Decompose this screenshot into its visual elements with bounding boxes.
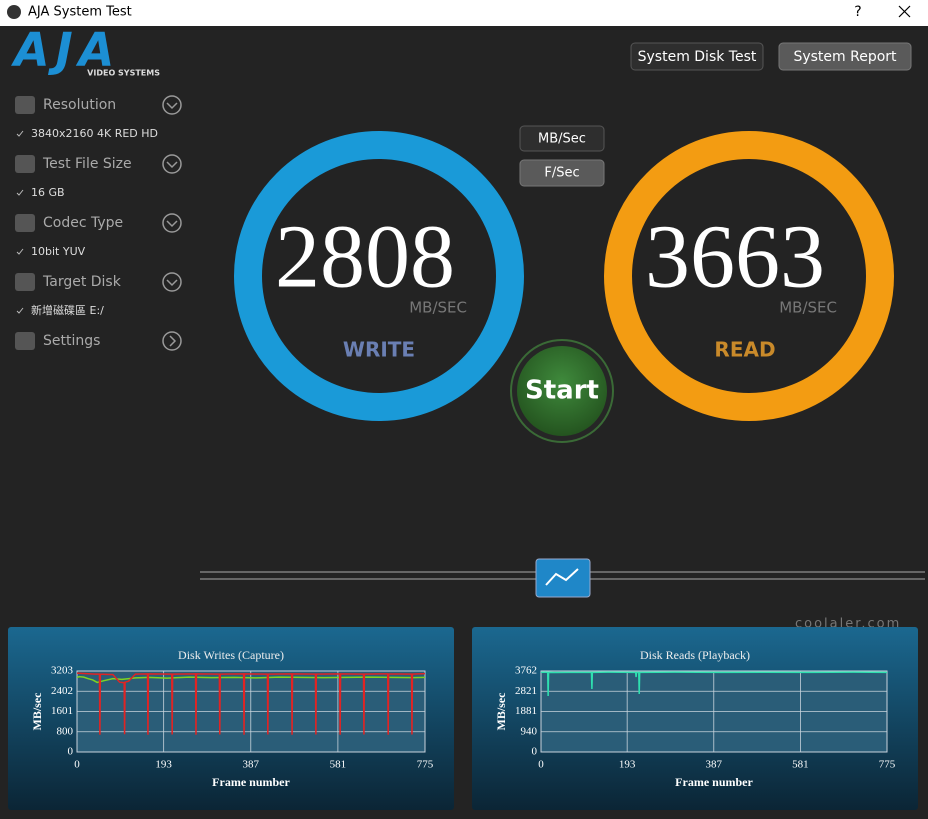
sidebar-toggle[interactable] bbox=[162, 331, 182, 351]
sidebar-value: 16 GB bbox=[31, 186, 65, 199]
sidebar-toggle-icon[interactable] bbox=[166, 220, 178, 228]
y-tick-label: 1601 bbox=[51, 705, 73, 717]
y-tick-label: 3203 bbox=[51, 665, 74, 677]
x-tick-label: 581 bbox=[330, 759, 347, 771]
y-axis-label: MB/sec bbox=[30, 692, 44, 731]
logo-tagline: VIDEO SYSTEMS bbox=[87, 69, 160, 78]
sidebar-label: Test File Size bbox=[42, 156, 132, 172]
x-tick-label: 581 bbox=[792, 759, 809, 771]
logo: AJA bbox=[11, 23, 120, 77]
y-tick-label: 1881 bbox=[515, 705, 537, 717]
y-tick-label: 800 bbox=[57, 725, 74, 737]
disk-test-button[interactable] bbox=[630, 42, 764, 71]
x-tick-label: 775 bbox=[417, 759, 434, 771]
read-ring bbox=[604, 131, 894, 421]
sidebar-icon bbox=[15, 214, 35, 232]
y-tick-label: 2402 bbox=[51, 685, 73, 697]
start-label[interactable]: Start bbox=[525, 376, 599, 406]
data-line bbox=[76, 672, 426, 735]
y-tick-label: 2821 bbox=[515, 685, 537, 697]
x-axis-label: Frame number bbox=[675, 775, 753, 789]
sidebar-label: Codec Type bbox=[43, 215, 123, 231]
check-mark bbox=[16, 130, 24, 137]
unit-label[interactable]: MB/Sec bbox=[538, 132, 586, 147]
sidebar-icon bbox=[15, 332, 35, 350]
unit-label[interactable]: F/Sec bbox=[544, 166, 579, 181]
app-icon bbox=[7, 5, 21, 19]
read-unit: MB/SEC bbox=[779, 299, 837, 317]
sidebar-label: Settings bbox=[43, 333, 100, 349]
sidebar-toggle-icon[interactable] bbox=[166, 161, 178, 169]
read-value: 3663 bbox=[645, 208, 825, 307]
report-button[interactable] bbox=[778, 42, 912, 71]
sidebar-icon bbox=[15, 273, 35, 291]
x-tick-label: 193 bbox=[155, 759, 172, 771]
sidebar-value: 3840x2160 4K RED HD bbox=[31, 127, 158, 140]
report-label[interactable]: System Report bbox=[793, 49, 897, 65]
y-tick-label: 940 bbox=[521, 725, 538, 737]
title-bar bbox=[0, 0, 928, 26]
write-unit: MB/SEC bbox=[409, 299, 467, 317]
data-line bbox=[540, 671, 888, 697]
chart-toggle-icon[interactable] bbox=[545, 568, 579, 586]
unit-button[interactable] bbox=[519, 125, 605, 152]
sidebar-value: 新增磁碟區 E:/ bbox=[31, 303, 104, 317]
sidebar-toggle-icon[interactable] bbox=[166, 279, 178, 287]
sidebar-icon bbox=[15, 96, 35, 114]
write-value: 2808 bbox=[275, 208, 455, 307]
x-tick-label: 387 bbox=[243, 759, 260, 771]
sidebar-label: Resolution bbox=[43, 97, 116, 113]
write-ring bbox=[234, 131, 524, 421]
y-axis-label: MB/sec bbox=[494, 692, 508, 731]
sidebar-label: Target Disk bbox=[42, 274, 122, 290]
data-line bbox=[76, 675, 426, 684]
sidebar-toggle-icon[interactable] bbox=[166, 102, 178, 110]
sidebar-toggle[interactable] bbox=[162, 95, 182, 115]
check-mark bbox=[16, 248, 24, 255]
sidebar-toggle[interactable] bbox=[162, 154, 182, 174]
unit-button[interactable] bbox=[519, 159, 605, 187]
read-label: READ bbox=[714, 338, 775, 362]
sidebar-toggle[interactable] bbox=[162, 213, 182, 233]
y-tick-label: 3762 bbox=[515, 665, 537, 677]
x-tick-label: 0 bbox=[538, 759, 544, 771]
x-axis-label: Frame number bbox=[212, 775, 290, 789]
check-mark bbox=[16, 189, 24, 196]
check-mark bbox=[16, 307, 24, 314]
x-tick-label: 0 bbox=[74, 759, 80, 771]
disk-test-label[interactable]: System Disk Test bbox=[638, 49, 757, 65]
sidebar-value: 10bit YUV bbox=[31, 245, 86, 258]
write-label: WRITE bbox=[343, 338, 415, 362]
chart-title: Disk Reads (Playback) bbox=[640, 648, 750, 662]
x-tick-label: 387 bbox=[706, 759, 723, 771]
y-tick-label: 0 bbox=[532, 746, 538, 758]
sidebar-toggle[interactable] bbox=[162, 272, 182, 292]
y-tick-label: 0 bbox=[68, 746, 74, 758]
x-tick-label: 193 bbox=[619, 759, 636, 771]
chart-title: Disk Writes (Capture) bbox=[178, 648, 284, 662]
sidebar-toggle-icon[interactable] bbox=[169, 335, 177, 347]
close-button[interactable] bbox=[898, 5, 911, 18]
x-tick-label: 775 bbox=[879, 759, 896, 771]
sidebar-icon bbox=[15, 155, 35, 173]
window-title: AJA System Test bbox=[28, 5, 132, 20]
help-button[interactable]: ? bbox=[854, 4, 861, 20]
start-button[interactable] bbox=[517, 346, 607, 436]
